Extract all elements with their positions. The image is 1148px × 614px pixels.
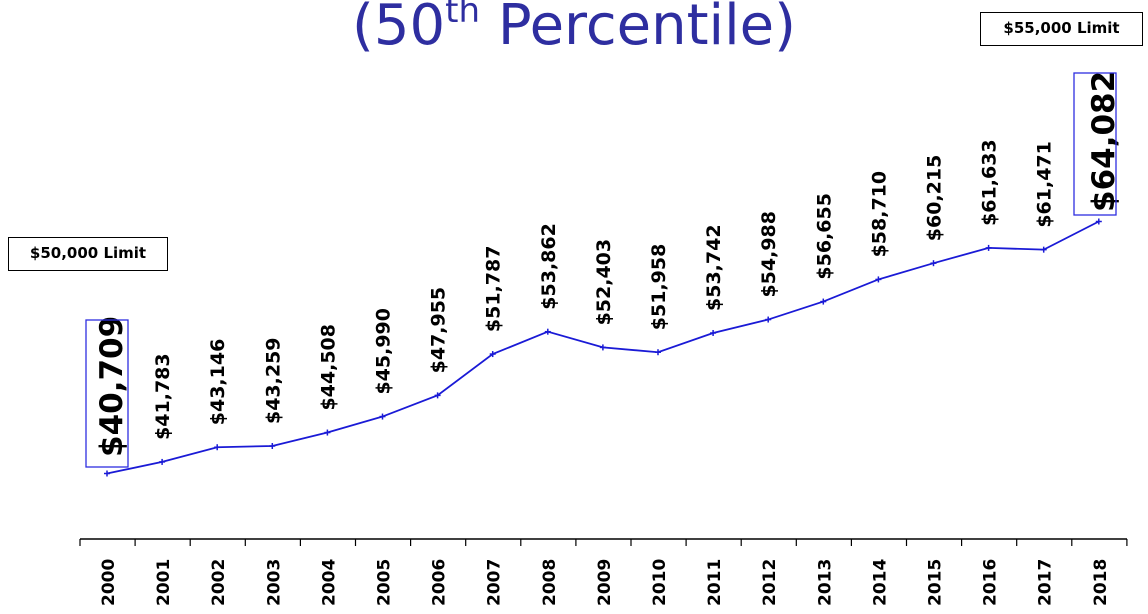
x-tick-label: 2014: [870, 559, 890, 606]
x-tick-label: 2009: [595, 559, 615, 606]
x-tick-label: 2015: [926, 559, 946, 606]
data-label: $44,508: [317, 324, 339, 411]
x-tick-label: 2000: [99, 559, 119, 606]
highlight-box-2018: [1073, 72, 1117, 216]
x-tick-label: 2018: [1091, 559, 1111, 606]
data-label: $51,787: [483, 246, 505, 333]
x-tick-label: 2007: [485, 559, 505, 606]
data-label: $51,958: [648, 244, 670, 331]
data-label: $47,955: [428, 287, 450, 374]
limit-55000-label: $55,000 Limit: [980, 12, 1143, 46]
data-label: $61,471: [1034, 141, 1056, 228]
x-tick-label: 2003: [264, 559, 284, 606]
data-label: $61,633: [979, 139, 1001, 226]
x-tick-label: 2006: [430, 559, 450, 606]
x-tick-label: 2001: [154, 559, 174, 606]
x-tick-label: 2010: [650, 559, 670, 606]
title-superscript: th: [445, 0, 481, 31]
highlight-box-2000: [85, 319, 129, 468]
data-label: $56,655: [813, 193, 835, 280]
x-tick-label: 2016: [981, 559, 1001, 606]
x-tick-label: 2008: [540, 559, 560, 606]
data-label: $40,709: [94, 316, 130, 457]
x-tick-label: 2004: [319, 559, 339, 606]
data-label: $54,988: [758, 211, 780, 298]
limit-50000-label: $50,000 Limit: [8, 237, 168, 271]
data-label: $45,990: [373, 308, 395, 395]
data-label: $41,783: [152, 353, 174, 440]
data-label: $52,403: [593, 239, 615, 326]
x-tick-label: 2012: [760, 559, 780, 606]
x-tick-label: 2017: [1036, 559, 1056, 606]
data-label: $58,710: [868, 171, 890, 258]
title-rest: Percentile): [480, 0, 796, 58]
x-tick-label: 2005: [375, 559, 395, 606]
x-tick-label: 2011: [705, 559, 725, 606]
x-tick-label: 2013: [815, 559, 835, 606]
data-label: $43,259: [262, 337, 284, 424]
chart-title: (50th Percentile): [0, 0, 1148, 59]
data-label: $60,215: [924, 155, 946, 242]
x-tick-label: 2002: [209, 559, 229, 606]
title-main: (50: [352, 0, 446, 58]
data-label: $53,742: [703, 224, 725, 311]
data-label: $53,862: [538, 223, 560, 310]
data-label: $43,146: [207, 339, 229, 426]
